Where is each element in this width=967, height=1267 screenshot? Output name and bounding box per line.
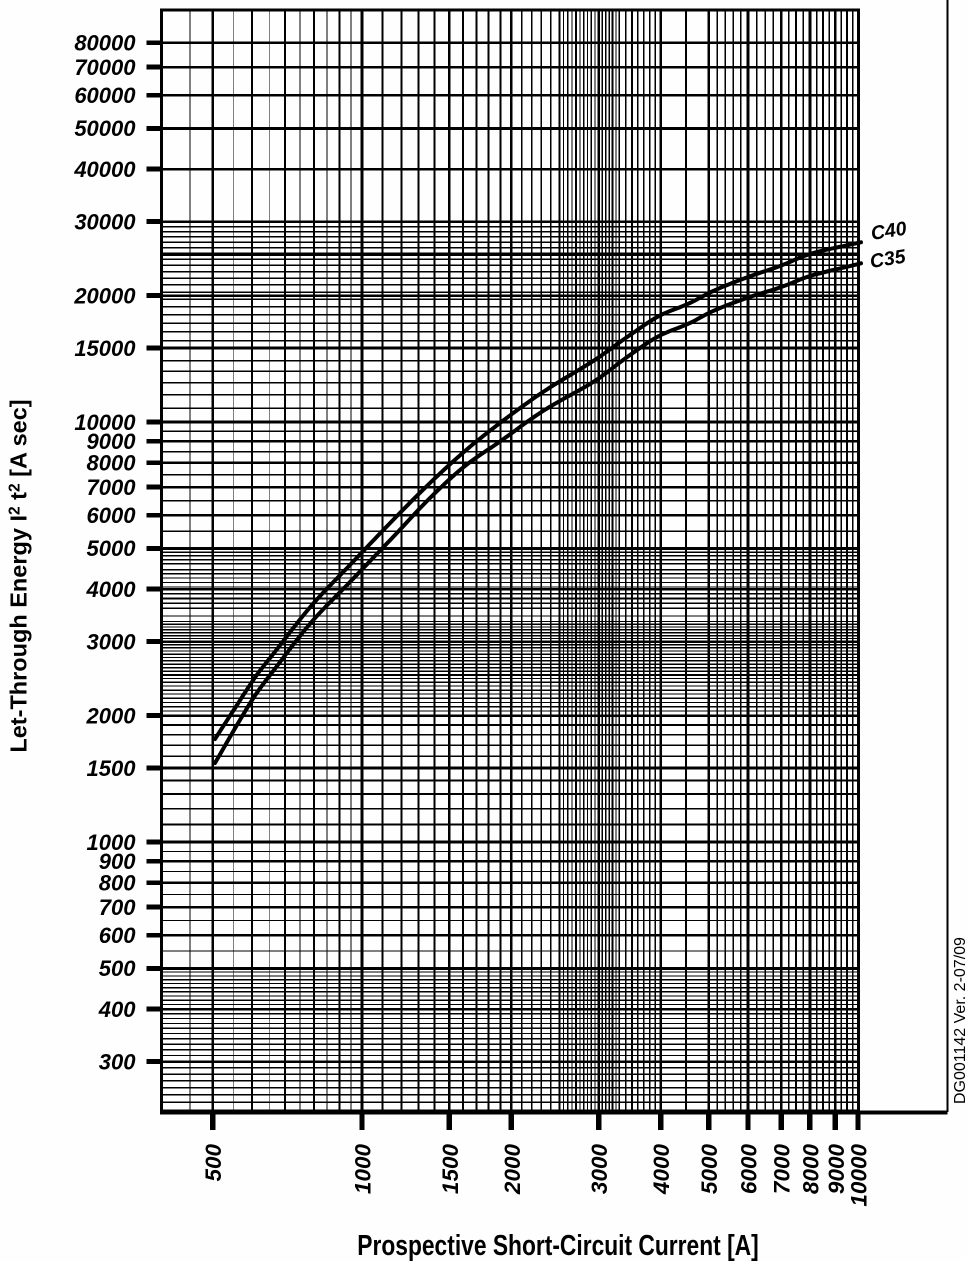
svg-text:2000: 2000 (500, 1144, 525, 1196)
svg-text:600: 600 (99, 923, 136, 948)
svg-text:2000: 2000 (86, 703, 137, 728)
svg-text:900: 900 (99, 849, 136, 874)
svg-text:50000: 50000 (74, 116, 136, 141)
svg-text:40000: 40000 (73, 157, 136, 182)
svg-text:5000: 5000 (87, 536, 137, 561)
svg-text:30000: 30000 (74, 209, 136, 234)
svg-text:1000: 1000 (87, 830, 137, 855)
svg-text:9000: 9000 (87, 429, 137, 454)
svg-text:400: 400 (98, 997, 136, 1022)
svg-text:20000: 20000 (73, 283, 136, 308)
svg-text:300: 300 (99, 1049, 136, 1074)
svg-text:Prospective Short-Circuit Curr: Prospective Short-Circuit Current [A] (357, 1231, 758, 1262)
svg-text:70000: 70000 (74, 55, 136, 80)
svg-text:9000: 9000 (824, 1144, 849, 1195)
svg-text:3000: 3000 (587, 1144, 612, 1195)
svg-text:700: 700 (99, 895, 136, 920)
svg-text:6000: 6000 (737, 1144, 762, 1195)
svg-text:60000: 60000 (74, 83, 136, 108)
svg-text:4000: 4000 (649, 1144, 674, 1196)
svg-text:1000: 1000 (351, 1144, 376, 1195)
svg-text:80000: 80000 (74, 31, 136, 56)
svg-text:Let-Through Energy I2 t2 [A se: Let-Through Energy I2 t2 [A sec] (6, 399, 32, 752)
svg-text:10000: 10000 (74, 410, 136, 435)
svg-text:500: 500 (99, 956, 136, 981)
svg-text:5000: 5000 (697, 1144, 722, 1195)
svg-text:500: 500 (201, 1144, 226, 1182)
svg-text:7000: 7000 (770, 1144, 795, 1195)
svg-text:1500: 1500 (438, 1144, 463, 1195)
svg-text:3000: 3000 (87, 629, 137, 654)
svg-text:6000: 6000 (87, 503, 137, 528)
svg-text:8000: 8000 (87, 451, 137, 476)
svg-text:800: 800 (99, 871, 136, 896)
svg-text:1500: 1500 (87, 756, 137, 781)
svg-text:7000: 7000 (87, 475, 137, 500)
svg-text:8000: 8000 (798, 1144, 823, 1195)
svg-text:DG001142 Ver. 2-07/09: DG001142 Ver. 2-07/09 (952, 937, 967, 1104)
svg-text:10000: 10000 (847, 1144, 872, 1207)
svg-text:15000: 15000 (74, 336, 136, 361)
svg-text:4000: 4000 (86, 577, 137, 602)
